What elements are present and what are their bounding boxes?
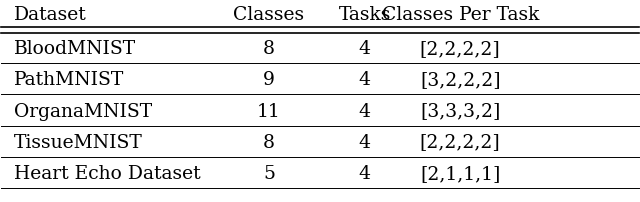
Text: PathMNIST: PathMNIST (14, 71, 124, 89)
Text: 4: 4 (358, 133, 371, 151)
Text: 9: 9 (263, 71, 275, 89)
Text: [3,2,2,2]: [3,2,2,2] (420, 71, 500, 89)
Text: 4: 4 (358, 102, 371, 120)
Text: Dataset: Dataset (14, 6, 87, 24)
Text: 8: 8 (263, 40, 275, 58)
Text: Classes Per Task: Classes Per Task (381, 6, 539, 24)
Text: BloodMNIST: BloodMNIST (14, 40, 136, 58)
Text: [3,3,3,2]: [3,3,3,2] (420, 102, 500, 120)
Text: [2,1,1,1]: [2,1,1,1] (420, 164, 500, 182)
Text: Classes: Classes (234, 6, 305, 24)
Text: [2,2,2,2]: [2,2,2,2] (420, 40, 500, 58)
Text: 8: 8 (263, 133, 275, 151)
Text: 11: 11 (257, 102, 281, 120)
Text: OrganaMNIST: OrganaMNIST (14, 102, 152, 120)
Text: Heart Echo Dataset: Heart Echo Dataset (14, 164, 201, 182)
Text: TissueMNIST: TissueMNIST (14, 133, 143, 151)
Text: 5: 5 (263, 164, 275, 182)
Text: 4: 4 (358, 71, 371, 89)
Text: Tasks: Tasks (339, 6, 391, 24)
Text: [2,2,2,2]: [2,2,2,2] (420, 133, 500, 151)
Text: 4: 4 (358, 164, 371, 182)
Text: 4: 4 (358, 40, 371, 58)
